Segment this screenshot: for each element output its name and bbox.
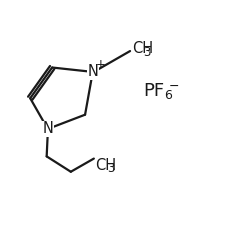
Text: −: −: [169, 80, 180, 93]
Text: CH: CH: [132, 41, 153, 56]
Text: +: +: [96, 58, 106, 71]
Text: N: N: [87, 64, 98, 79]
Text: PF: PF: [143, 81, 164, 99]
Text: N: N: [42, 122, 53, 136]
Text: 3: 3: [144, 46, 151, 59]
Text: 3: 3: [108, 162, 115, 175]
Text: 6: 6: [164, 89, 171, 102]
Text: CH: CH: [96, 158, 117, 173]
